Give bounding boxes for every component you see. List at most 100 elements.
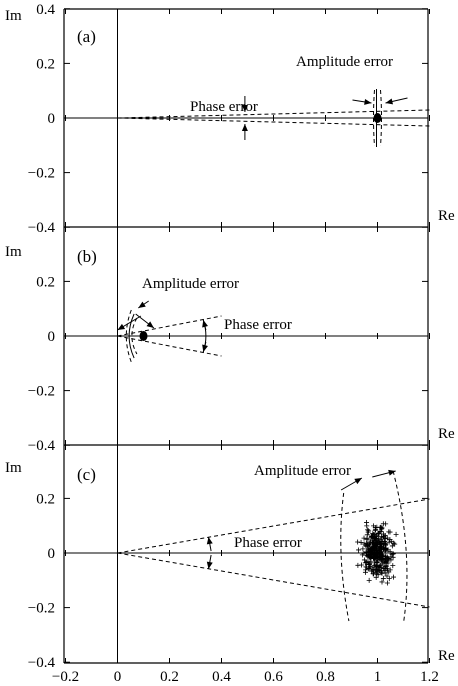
data-point-plus: [383, 521, 389, 527]
x-tick-label: 1.2: [420, 669, 439, 685]
data-point-plus: [386, 529, 392, 535]
data-point-plus: [383, 560, 389, 566]
amplitude-boundary-outer: [392, 470, 408, 624]
data-point-plus: [390, 551, 396, 557]
x-tick-label: −0.2: [52, 669, 79, 685]
data-point-plus: [375, 535, 381, 541]
x-tick-label: 1: [374, 669, 382, 685]
data-point-plus: [369, 567, 375, 573]
data-point-plus: [365, 559, 371, 565]
phase-error-label: Phase error: [224, 317, 292, 333]
data-point-plus: [379, 539, 385, 545]
data-point-plus: [373, 564, 379, 570]
amplitude-arrow-right-head: [385, 98, 393, 105]
amplitude-boundary-inner: [340, 492, 350, 622]
data-point-plus: [355, 539, 361, 545]
data-point-plus: [379, 525, 385, 531]
data-point-plus: [369, 533, 375, 539]
data-point-plus: [382, 565, 388, 571]
data-point-plus: [358, 539, 364, 545]
y-tick-label: 0: [48, 329, 56, 345]
amplitude-error-label: Amplitude error: [296, 54, 393, 70]
data-point-plus: [374, 524, 380, 530]
data-point-plus: [362, 560, 368, 566]
amplitude-boundary-outer: [380, 89, 382, 147]
data-point-plus: [393, 531, 399, 537]
data-point-plus: [378, 565, 384, 571]
data-point-plus: [364, 519, 370, 525]
data-point-plus: [374, 567, 380, 573]
data-point-plus: [363, 564, 369, 570]
x-axis-label: Re: [438, 426, 455, 442]
amplitude-arrow-left-head: [364, 98, 372, 105]
y-tick-label: −0.4: [28, 438, 56, 454]
y-axis-label: Im: [5, 8, 22, 24]
panel-label: (b): [77, 247, 97, 266]
y-tick-label: 0: [48, 111, 56, 127]
y-tick-label: −0.2: [28, 601, 55, 617]
y-tick-label: 0.2: [36, 56, 55, 72]
data-point-plus: [382, 568, 388, 574]
data-point-plus: [380, 555, 386, 561]
y-tick-label: −0.4: [28, 220, 56, 236]
data-point-plus: [365, 527, 371, 533]
panel-label: (c): [77, 465, 96, 484]
data-point-plus: [363, 540, 369, 546]
amplitude-label-arrow-head: [138, 301, 146, 308]
data-point-plus: [386, 539, 392, 545]
amplitude-arc-0: [131, 317, 138, 355]
phase-arrow-up-head: [206, 537, 213, 545]
panel-label: (a): [77, 27, 96, 46]
data-point-plus: [368, 568, 374, 574]
x-tick-label: 0.2: [160, 669, 179, 685]
data-point-plus: [389, 551, 395, 557]
data-point-plus: [366, 528, 372, 534]
data-point-plus: [356, 547, 362, 553]
y-tick-label: −0.4: [28, 655, 56, 671]
data-point-plus: [382, 570, 388, 576]
data-point-plus: [366, 561, 372, 567]
data-point-plus: [384, 573, 390, 579]
phase-arrow-down-head: [241, 124, 248, 131]
phase-error-label: Phase error: [234, 535, 302, 551]
data-point-plus: [366, 565, 372, 571]
data-point-plus: [381, 560, 387, 566]
data-point-plus: [375, 531, 381, 537]
data-point-plus: [389, 539, 395, 545]
data-point-plus: [385, 555, 391, 561]
amplitude-arrow-left-head: [354, 478, 362, 485]
data-point-plus: [361, 550, 367, 556]
data-point-plus: [370, 531, 376, 537]
data-point-plus: [361, 535, 367, 541]
data-point-plus: [379, 579, 385, 585]
data-point-plus: [386, 576, 392, 582]
data-point-plus: [371, 523, 377, 529]
data-point-plus: [378, 528, 384, 534]
amplitude-arrow-left-head: [117, 323, 126, 330]
amplitude-boundary-inner: [373, 89, 375, 147]
amplitude-arrow-right-head: [146, 321, 154, 328]
y-axis-label: Im: [5, 244, 22, 260]
data-point-plus: [384, 535, 390, 541]
data-point-plus: [391, 574, 397, 580]
x-tick-label: 0.4: [212, 669, 231, 685]
data-point-plus: [375, 555, 381, 561]
x-tick-label: 0.6: [264, 669, 283, 685]
data-point-plus: [370, 540, 376, 546]
data-point-plus: [389, 543, 395, 549]
data-point-plus: [375, 554, 381, 560]
x-tick-label: 0: [114, 669, 122, 685]
data-point-plus: [380, 534, 386, 540]
data-point-plus: [366, 577, 372, 583]
data-point-plus: [388, 557, 394, 563]
data-point-plus: [372, 559, 378, 565]
data-point-plus: [374, 563, 380, 569]
data-point-plus: [377, 540, 383, 546]
data-point-plus: [381, 544, 387, 550]
amplitude-arc-1: [128, 313, 135, 359]
y-tick-label: 0.2: [36, 491, 55, 507]
data-point-plus: [369, 547, 375, 553]
point-cloud: [355, 519, 399, 586]
data-point-plus: [361, 557, 367, 563]
data-point-plus: [355, 562, 361, 568]
